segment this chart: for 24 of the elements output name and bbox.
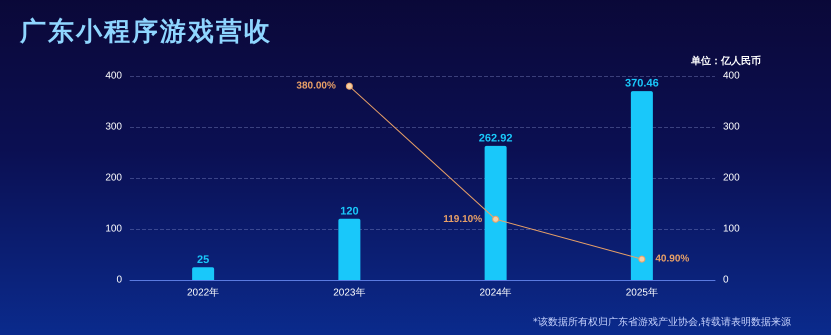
x-tick-label: 2024年 — [480, 286, 512, 298]
data-label: 120 — [340, 205, 359, 218]
y-tick-label: 200 — [105, 172, 122, 184]
data-label: 119.10% — [443, 214, 482, 225]
y-tick-label: 300 — [105, 122, 122, 132]
text: 单位：亿人民币 — [691, 54, 761, 68]
data-label: 380.00% — [296, 80, 336, 92]
data-label: 370.46 — [625, 78, 659, 90]
x-tick-label: 2022年 — [187, 286, 220, 298]
y2-tick-label: 100 — [723, 224, 740, 234]
data-label: 25 — [197, 254, 210, 266]
y2-tick-label: 0 — [723, 274, 729, 286]
y2-tick-label: 400 — [723, 70, 740, 82]
x-tick-label: 2023年 — [333, 286, 366, 298]
y2-tick-label: 200 — [723, 172, 740, 184]
y-tick-label: 400 — [105, 70, 122, 82]
data-label: 262.92 — [478, 132, 512, 144]
y-tick-label: 0 — [116, 274, 122, 286]
data-label: 40.90% — [655, 254, 690, 265]
y-tick-label: 100 — [105, 224, 122, 234]
y2-tick-label: 300 — [723, 122, 740, 132]
text: *该数据所有权归广东省游戏产业协会,转载请表明数据来源 — [532, 316, 791, 329]
chart-title: 广东小程序游戏营收 — [20, 16, 272, 49]
x-tick-label: 2025年 — [626, 286, 658, 298]
